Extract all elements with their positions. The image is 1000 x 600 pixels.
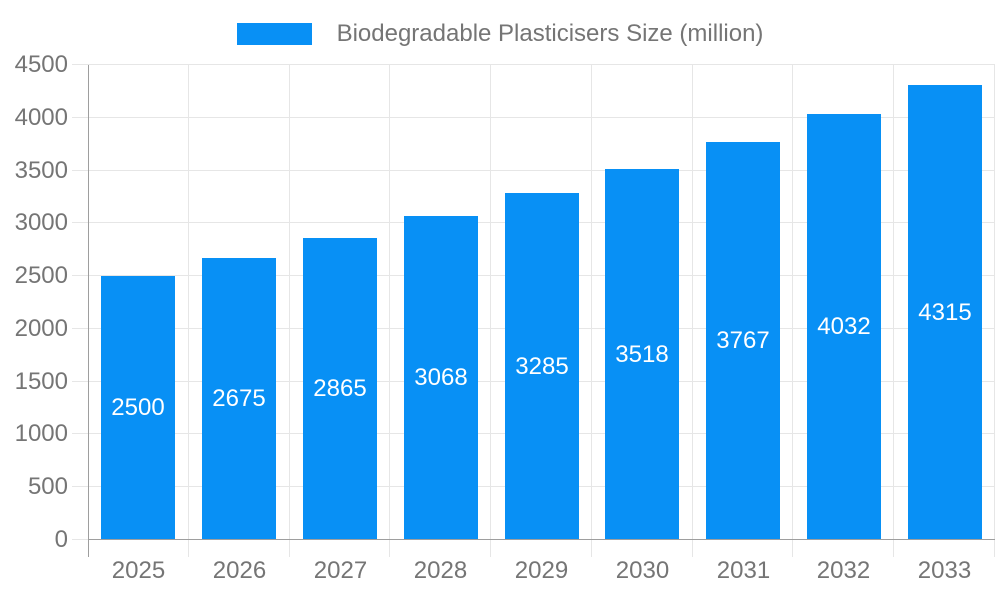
legend: Biodegradable Plasticisers Size (million… [0, 22, 1000, 46]
bar-value-label: 3285 [515, 352, 569, 380]
x-axis-tick-label: 2028 [413, 557, 468, 584]
y-axis-line [88, 65, 89, 557]
bar-value-label: 2500 [111, 394, 165, 421]
y-axis-tick-label: 1500 [14, 368, 68, 395]
x-axis-tick-label: 2027 [313, 557, 368, 584]
x-axis-tick-label: 2025 [111, 557, 166, 584]
bar-2028: 3068 [404, 216, 478, 540]
bar-2025: 2500 [101, 276, 175, 540]
legend-series-label: Biodegradable Plasticisers Size (million… [336, 20, 764, 47]
bar-2029: 3285 [505, 193, 579, 540]
bar-2033: 4315 [908, 85, 982, 540]
legend-swatch-icon [236, 23, 312, 45]
y-axis-tick-label: 3000 [14, 209, 68, 236]
bar-2026: 2675 [202, 258, 276, 540]
bar-value-label: 3767 [716, 327, 770, 354]
gridline-vertical [490, 65, 491, 557]
gridline-vertical [289, 65, 290, 557]
gridline-horizontal [72, 170, 995, 171]
y-axis-tick-label: 0 [54, 526, 68, 553]
x-axis-tick-label: 2026 [212, 557, 267, 584]
bar-2032: 4032 [807, 114, 881, 540]
gridline-vertical [792, 65, 793, 557]
bar-2030: 3518 [605, 169, 679, 540]
gridline-horizontal [72, 117, 995, 118]
gridline-vertical [893, 65, 894, 557]
bar-value-label: 3068 [414, 364, 468, 391]
bar-value-label: 2675 [212, 385, 266, 412]
y-axis-tick-label: 4000 [14, 104, 68, 131]
bar-value-label: 2865 [313, 375, 367, 402]
y-axis-tick-label: 3500 [14, 157, 68, 184]
x-axis-tick-label: 2033 [917, 557, 972, 584]
bar-2031: 3767 [706, 142, 780, 540]
y-axis-tick-label: 4500 [14, 51, 68, 78]
x-axis-line [88, 539, 995, 540]
plot-area: 2500 2675 2865 3068 3285 3518 3767 4032 4315 [72, 64, 995, 557]
legend-item[interactable]: Biodegradable Plasticisers Size (million… [236, 20, 764, 47]
x-axis-tick-label: 2030 [615, 557, 670, 584]
bar-value-label: 3518 [615, 340, 669, 368]
gridline-vertical [188, 65, 189, 557]
y-axis-tick-label: 500 [27, 473, 68, 500]
x-axis-tick-label: 2029 [514, 557, 569, 584]
gridline-horizontal [72, 64, 995, 65]
y-axis-tick-label: 2500 [14, 262, 68, 289]
y-tick-0 [72, 539, 88, 540]
y-axis-tick-label: 1000 [14, 420, 68, 447]
bar-2027: 2865 [303, 238, 377, 540]
gridline-vertical [994, 65, 995, 557]
x-axis-tick-label: 2032 [816, 557, 871, 584]
x-axis-tick-label: 2031 [716, 557, 771, 584]
gridline-vertical [591, 65, 592, 557]
gridline-vertical [389, 65, 390, 557]
gridline-vertical [692, 65, 693, 557]
y-axis-tick-label: 2000 [14, 315, 68, 342]
bar-value-label: 4315 [918, 298, 972, 326]
bar-value-label: 4032 [817, 313, 871, 340]
